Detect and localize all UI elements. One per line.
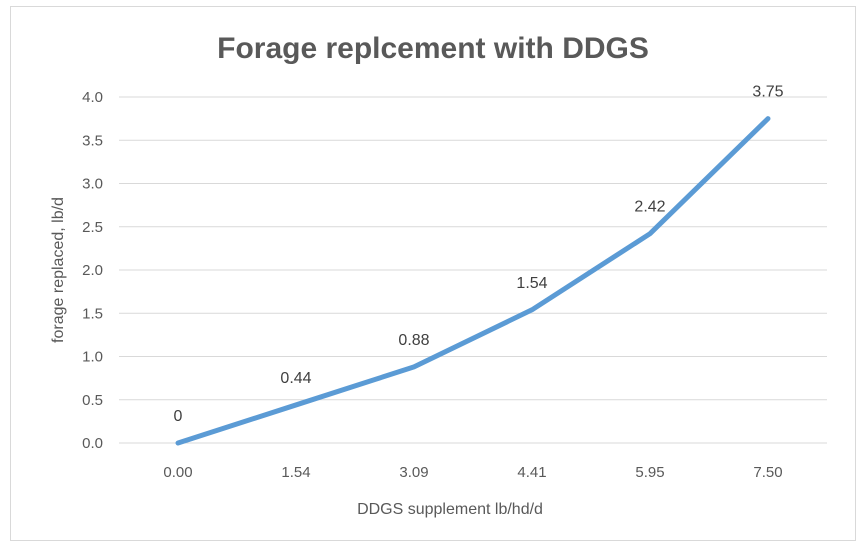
gridlines — [119, 96, 827, 444]
x-tick-label: 3.09 — [399, 464, 428, 481]
y-axis-title: forage replaced, lb/d — [50, 197, 67, 343]
x-tick-label: 5.95 — [635, 464, 664, 481]
y-tick-label: 2.5 — [82, 219, 103, 236]
x-axis-title: DDGS supplement lb/hd/d — [357, 501, 543, 518]
data-label: 1.54 — [516, 275, 547, 292]
y-axis-ticks: 0.0 0.5 1.0 1.5 2.0 2.5 3.0 3.5 4.0 — [82, 89, 103, 452]
x-tick-label: 0.00 — [163, 464, 192, 481]
chart-frame — [10, 6, 856, 541]
data-label: 2.42 — [634, 199, 665, 216]
x-tick-label: 7.50 — [753, 464, 782, 481]
y-tick-label: 4.0 — [82, 89, 103, 106]
x-tick-label: 1.54 — [281, 464, 310, 481]
series-line — [175, 116, 771, 446]
data-label: 3.75 — [752, 84, 783, 101]
y-tick-label: 3.5 — [82, 132, 103, 149]
y-tick-label: 0.0 — [82, 435, 103, 452]
y-tick-label: 3.0 — [82, 176, 103, 193]
y-tick-label: 1.5 — [82, 305, 103, 322]
chart-title: Forage replcement with DDGS — [217, 32, 649, 65]
data-label: 0 — [174, 408, 183, 425]
data-label: 0.88 — [398, 332, 429, 349]
data-labels: 0 0.44 0.88 1.54 2.42 3.75 — [174, 84, 784, 425]
y-tick-label: 0.5 — [82, 392, 103, 409]
x-tick-label: 4.41 — [517, 464, 546, 481]
data-label: 0.44 — [280, 370, 311, 387]
y-tick-label: 1.0 — [82, 349, 103, 366]
y-tick-label: 2.0 — [82, 262, 103, 279]
x-axis-ticks: 0.00 1.54 3.09 4.41 5.95 7.50 — [163, 464, 782, 481]
